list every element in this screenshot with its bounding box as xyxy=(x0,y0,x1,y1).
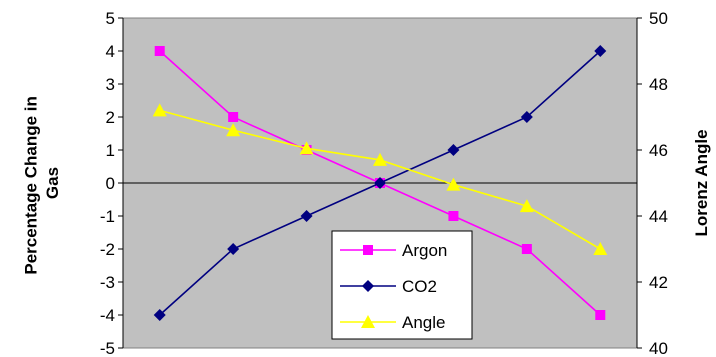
legend-label-angle: Angle xyxy=(402,313,445,332)
left-tick-label: 5 xyxy=(106,9,115,28)
right-axis: 50 48 46 44 42 40 xyxy=(636,9,668,357)
left-tick-label: 1 xyxy=(106,141,115,160)
data-point-angle xyxy=(519,199,534,213)
series-layer xyxy=(152,45,608,321)
legend-label-argon: Argon xyxy=(402,241,447,260)
y-axis-title-line-1: Percentage Change in xyxy=(22,96,41,275)
left-tick-label: -5 xyxy=(100,339,115,357)
data-point-angle xyxy=(446,177,461,191)
legend-marker-argon xyxy=(363,245,373,255)
legend-marker-co2 xyxy=(362,280,374,292)
data-point-angle xyxy=(593,242,608,255)
right-tick-label: 44 xyxy=(649,207,668,226)
left-tick-label: -2 xyxy=(100,240,115,259)
left-tick-label: 3 xyxy=(106,75,115,94)
data-point-angle xyxy=(299,141,314,155)
data-point-argon xyxy=(228,112,239,122)
data-point-angle xyxy=(226,123,241,137)
data-point-angle xyxy=(152,103,167,117)
left-tick-label: 4 xyxy=(106,42,115,61)
data-point-argon xyxy=(595,310,606,320)
data-point-co2 xyxy=(153,309,166,321)
data-point-argon xyxy=(521,244,532,254)
right-tick-label: 48 xyxy=(649,75,668,94)
data-point-angle xyxy=(373,152,387,166)
left-tick-label: 2 xyxy=(106,108,115,127)
series-co2 xyxy=(153,45,607,321)
data-point-co2 xyxy=(447,144,460,156)
y-axis-title-line-2: Gas xyxy=(43,167,62,199)
data-point-co2 xyxy=(300,210,313,222)
legend-item-argon: Argon xyxy=(340,241,447,260)
left-axis: 5 4 3 2 1 0 -1 -2 -3 -4 -5 xyxy=(100,9,124,357)
legend-marker-angle xyxy=(361,315,375,328)
y-axis-title: Percentage Change in Gas xyxy=(22,91,62,274)
right-tick-label: 50 xyxy=(649,9,668,28)
left-tick-label: -1 xyxy=(100,207,115,226)
legend-label-co2: CO2 xyxy=(402,277,437,296)
legend-item-angle: Angle xyxy=(340,313,445,332)
y2-axis-title: Lorenz Angle xyxy=(692,129,711,236)
data-point-argon xyxy=(154,46,165,56)
legend-item-co2: CO2 xyxy=(340,277,437,296)
data-point-co2 xyxy=(594,45,607,57)
series-angle xyxy=(152,103,608,255)
legend: Argon CO2 Angle xyxy=(331,230,473,340)
right-tick-label: 40 xyxy=(649,339,668,357)
legend-box xyxy=(331,230,473,340)
data-point-co2 xyxy=(520,111,533,123)
left-tick-label: 0 xyxy=(106,174,115,193)
data-point-argon xyxy=(448,211,459,221)
left-tick-label: -4 xyxy=(100,306,115,325)
left-tick-label: -3 xyxy=(100,273,115,292)
data-point-co2 xyxy=(374,177,386,189)
right-tick-label: 46 xyxy=(649,141,668,160)
right-tick-label: 42 xyxy=(649,273,668,292)
data-point-co2 xyxy=(227,243,240,255)
